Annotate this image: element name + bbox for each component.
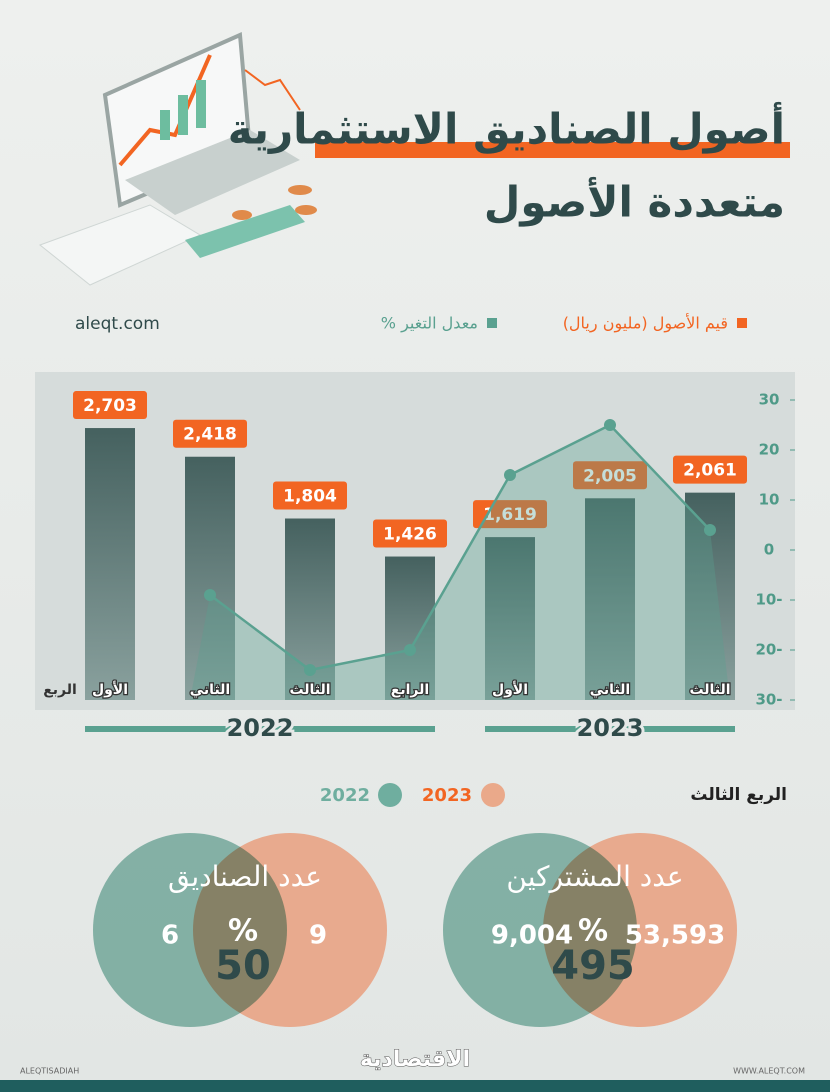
value-label: 1,619	[483, 505, 537, 525]
bar	[485, 537, 535, 700]
x-tick-label: الثاني	[190, 682, 230, 698]
line-point	[704, 524, 716, 536]
group-label: 2023	[577, 714, 644, 742]
bar	[185, 456, 235, 700]
footer-logo: الاقتصادية	[360, 1047, 470, 1072]
footer-left: ALEQTISADIAH	[20, 1067, 79, 1076]
x-axis-label: الربع	[43, 682, 77, 698]
y2-tick-label: 10-	[755, 591, 782, 609]
value-label: 1,804	[283, 487, 337, 507]
venn-2022	[443, 833, 637, 1027]
line-point	[604, 419, 616, 431]
venn-value-2023: 9	[309, 921, 327, 951]
legend-label: معدل التغير %	[381, 314, 478, 334]
value-label-box	[673, 455, 747, 484]
venn-value-2022: 9,004	[491, 921, 573, 951]
legend-label: 2023	[422, 785, 472, 806]
value-label: 2,703	[83, 396, 137, 416]
value-label-box	[173, 419, 247, 448]
value-label-box	[373, 519, 447, 548]
line	[209, 423, 711, 672]
venn-value-2023: 53,593	[625, 921, 725, 951]
line-point	[204, 589, 216, 601]
legend-swatch	[378, 783, 402, 807]
venn-unit: %	[228, 914, 258, 949]
group-bar	[85, 726, 435, 732]
value-label: 1,426	[383, 525, 437, 545]
value-label-box	[573, 461, 647, 490]
value-label: 2,005	[583, 466, 637, 486]
y2-tick-label: 30-	[755, 691, 782, 709]
value-label: 2,418	[183, 425, 237, 445]
group-label: 2022	[227, 714, 294, 742]
subtitle: متعددة الأصول	[484, 177, 785, 228]
legend-swatch	[737, 318, 747, 328]
legend-swatch	[487, 318, 497, 328]
legend-swatch	[481, 783, 505, 807]
x-tick-label: الثاني	[590, 682, 630, 698]
line-point	[404, 644, 416, 656]
bar	[85, 428, 135, 700]
venn-value-2022: 6	[161, 921, 179, 951]
y2-tick-label: 20-	[755, 641, 782, 659]
y2-tick-label: 0	[764, 541, 774, 559]
x-tick-label: الأول	[92, 681, 128, 698]
x-tick-label: الثالث	[289, 682, 330, 698]
legend-label: قيم الأصول (مليون ريال)	[563, 313, 728, 334]
line-point	[304, 664, 316, 676]
value-label-box	[273, 481, 347, 510]
line-point	[504, 469, 516, 481]
venn-title: عدد الصناديق	[168, 860, 322, 893]
footer-right: WWW.ALEQT.COM	[733, 1067, 805, 1076]
venn-title: عدد المشتركين	[506, 860, 683, 893]
group-bar	[485, 726, 735, 732]
title-highlight	[315, 142, 790, 158]
venn-change: 50	[215, 943, 271, 989]
value-label-box	[73, 391, 147, 420]
bar	[385, 556, 435, 700]
venn-unit: %	[578, 914, 608, 949]
value-label: 2,061	[683, 461, 737, 481]
y2-tick-label: 30	[759, 391, 780, 409]
comparison-title: الربع الثالث	[690, 785, 787, 805]
title: أصول الصناديق الاستثمارية	[228, 102, 785, 155]
y2-tick-label: 10	[759, 491, 780, 509]
x-tick-label: الرابع	[391, 682, 429, 698]
venn-2022	[93, 833, 287, 1027]
footer-bar	[0, 1080, 830, 1092]
x-tick-label: الأول	[492, 681, 528, 698]
illustration	[38, 32, 317, 286]
venn-change: 495	[551, 943, 635, 989]
x-tick-label: الثالث	[689, 682, 730, 698]
y2-tick-label: 20	[759, 441, 780, 459]
source: aleqt.com	[75, 314, 160, 334]
bar	[585, 498, 635, 700]
legend-label: 2022	[320, 785, 370, 806]
